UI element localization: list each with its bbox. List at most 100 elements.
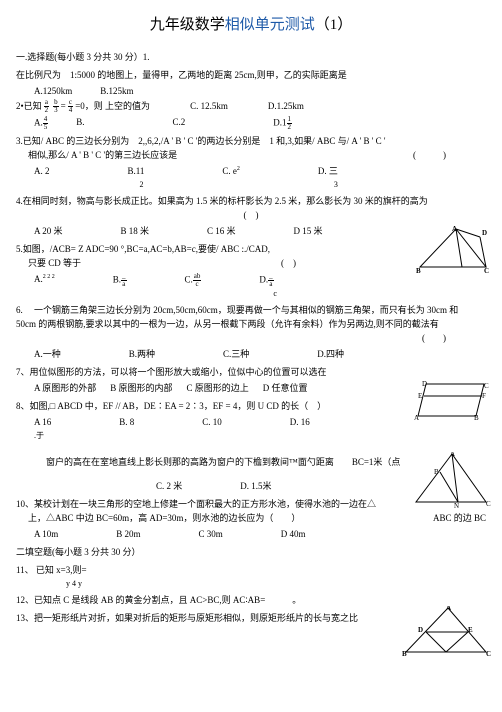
q7-d: D 任意位置 bbox=[263, 382, 308, 396]
q4-paren: ( ) bbox=[16, 209, 486, 223]
svg-text:D: D bbox=[418, 626, 423, 634]
q1-b: B.125km bbox=[100, 85, 133, 99]
q6-text: 6. 一个钢筋三角架三边长分别为 20cm,50cm,60cm，现要再做一个与其… bbox=[16, 304, 486, 318]
q9-figure: A B C N bbox=[410, 452, 492, 508]
svg-text:E: E bbox=[418, 392, 422, 400]
q2-b: B. bbox=[76, 116, 84, 131]
q8-sub: .于 bbox=[34, 430, 486, 442]
q5-b2: a bbox=[121, 281, 127, 288]
q3-opts: A. 2 B.112 C. e2 D. 三3 bbox=[34, 165, 486, 191]
q10-right: ABC 的边 BC bbox=[433, 512, 486, 526]
q5-text2: 只要 CD 等于 bbox=[28, 257, 81, 271]
q3-d: D. 三 bbox=[318, 166, 338, 176]
q6-text2: 50cm 的两根钢筋,要求以其中的一根为一边，从另一根截下两段（允许有余料）作为… bbox=[16, 318, 486, 332]
q4-b: B 18 米 bbox=[121, 225, 150, 239]
q1-a: A.1250km bbox=[34, 85, 72, 99]
q3-c: C. e bbox=[222, 166, 237, 176]
q6-opts: A.一种 B.两种 C.三种 D.四种 bbox=[34, 348, 486, 362]
svg-text:C: C bbox=[484, 382, 489, 390]
svg-text:D: D bbox=[482, 229, 487, 237]
q10-text2: 上，△ABC 中边 BC=60m，高 AD=30m，则水池的边长应为（ ） bbox=[28, 512, 300, 526]
q8-b: B. 8 bbox=[119, 416, 134, 430]
svg-text:B: B bbox=[474, 414, 479, 422]
q2-mid: =0，则 上空的值为 bbox=[75, 100, 150, 114]
svg-text:B: B bbox=[416, 267, 421, 275]
q2-d2: 2 bbox=[287, 124, 293, 131]
q5-a: A. bbox=[34, 274, 43, 284]
q8-figure: D C E F A B bbox=[412, 380, 492, 422]
svg-text:F: F bbox=[482, 392, 486, 400]
q5-c: C. bbox=[185, 275, 193, 285]
q3-b2: 2 bbox=[140, 179, 145, 191]
q1-text: 在比例尺为 1:5000 的地图上，量得甲，乙两地的距离 25cm,则甲，乙的实… bbox=[16, 69, 486, 83]
q2-d: D.1 bbox=[273, 118, 286, 128]
q5-c3: c bbox=[193, 281, 202, 288]
q1-c: C. 12.5km bbox=[190, 100, 228, 114]
q10-b: B 20m bbox=[116, 528, 140, 542]
page-title: 九年级数学相似单元测试（1） bbox=[16, 14, 486, 37]
q8-a: A 16 bbox=[34, 416, 51, 430]
q13-figure: A B C D E bbox=[402, 606, 492, 658]
q8-d: D. 16 bbox=[290, 416, 310, 430]
q5-d: D. bbox=[259, 275, 268, 285]
q1-opts: A.1250km B.125km bbox=[34, 85, 486, 99]
svg-text:D: D bbox=[422, 380, 427, 388]
q10-d: D 40m bbox=[281, 528, 306, 542]
q5-paren: ( ) bbox=[281, 257, 296, 271]
q6-b: B.两种 bbox=[129, 348, 155, 362]
svg-text:A: A bbox=[414, 414, 419, 422]
svg-text:N: N bbox=[454, 502, 459, 508]
q9-c: C. 2 米 bbox=[156, 480, 182, 494]
q3-b: B.11 bbox=[128, 166, 145, 176]
q2-row: 2•已知 a2 b3 = c4 =0，则 上空的值为 C. 12.5km D.1… bbox=[16, 99, 486, 114]
q2-a: A. bbox=[34, 118, 43, 128]
q2-frac-4: 4 bbox=[68, 107, 74, 114]
q7-c: C 原图形的边上 bbox=[187, 382, 249, 396]
title-blue: 相似单元测试 bbox=[225, 17, 315, 33]
q7-text: 7、用位似图形的方法，可以将一个图形放大或缩小，位似中心的位置可以选在 bbox=[16, 366, 486, 380]
q7-a: A 原图形的外部 bbox=[34, 382, 96, 396]
q2-text: 2•已知 bbox=[16, 100, 42, 114]
q4-c: C 16 米 bbox=[207, 225, 236, 239]
q2-ab: 5 bbox=[43, 124, 49, 131]
q10-c: C 30m bbox=[199, 528, 223, 542]
q10-a: A 10m bbox=[34, 528, 58, 542]
svg-text:C: C bbox=[486, 500, 491, 508]
q5-a2: 2 2 2 bbox=[43, 274, 55, 280]
svg-text:C: C bbox=[484, 267, 489, 275]
section-1-head: 一.选择题(每小题 3 分共 30 分）1. bbox=[16, 51, 486, 65]
svg-text:A: A bbox=[450, 452, 455, 458]
q4-a: A 20 米 bbox=[34, 225, 63, 239]
q5-b: B. bbox=[113, 275, 121, 285]
q3-a: A. 2 bbox=[34, 165, 50, 191]
title-suffix: （1） bbox=[315, 17, 353, 33]
svg-text:A: A bbox=[452, 225, 457, 233]
svg-text:A: A bbox=[446, 606, 451, 612]
q6-d: D.四种 bbox=[317, 348, 344, 362]
q6-a: A.一种 bbox=[34, 348, 61, 362]
svg-text:E: E bbox=[468, 626, 473, 634]
svg-text:B: B bbox=[402, 650, 407, 658]
q4-d: D 15 米 bbox=[294, 225, 323, 239]
svg-text:B: B bbox=[434, 468, 439, 476]
q6-paren: ( ) bbox=[16, 332, 446, 346]
q3-text: 3.已知/ ABC 的三边长分别为 2,,6,2,/A ' B ' C '的两边… bbox=[16, 135, 486, 149]
q3-paren: ( ) bbox=[413, 149, 446, 163]
q11-sub: y 4 y bbox=[66, 578, 486, 590]
q2-frac-3: 3 bbox=[53, 107, 59, 114]
q1-d: D.1.25km bbox=[268, 100, 304, 114]
q2-c: C.2 bbox=[173, 116, 186, 131]
svg-text:C: C bbox=[486, 650, 491, 658]
q11-text: 11、 已知 x=3,则= bbox=[16, 564, 486, 578]
q3-c2: 2 bbox=[237, 166, 240, 172]
q8-c: C. 10 bbox=[202, 416, 222, 430]
q5-d4: c bbox=[273, 288, 277, 300]
q5-opts: A.2 2 2 B._a C.abc D._ac bbox=[34, 273, 486, 300]
q5-figure: A B D C bbox=[412, 225, 492, 275]
q10-opts: A 10m B 20m C 30m D 40m bbox=[34, 528, 486, 542]
section-2-head: 二填空题(每小题 3 分共 30 分） bbox=[16, 546, 486, 560]
q2-frac-2: 2 bbox=[44, 107, 50, 114]
q6-c: C.三种 bbox=[223, 348, 249, 362]
title-prefix: 九年级数学 bbox=[150, 17, 225, 33]
q2-opts: A.45 B. C.2 D.112 bbox=[34, 116, 486, 131]
